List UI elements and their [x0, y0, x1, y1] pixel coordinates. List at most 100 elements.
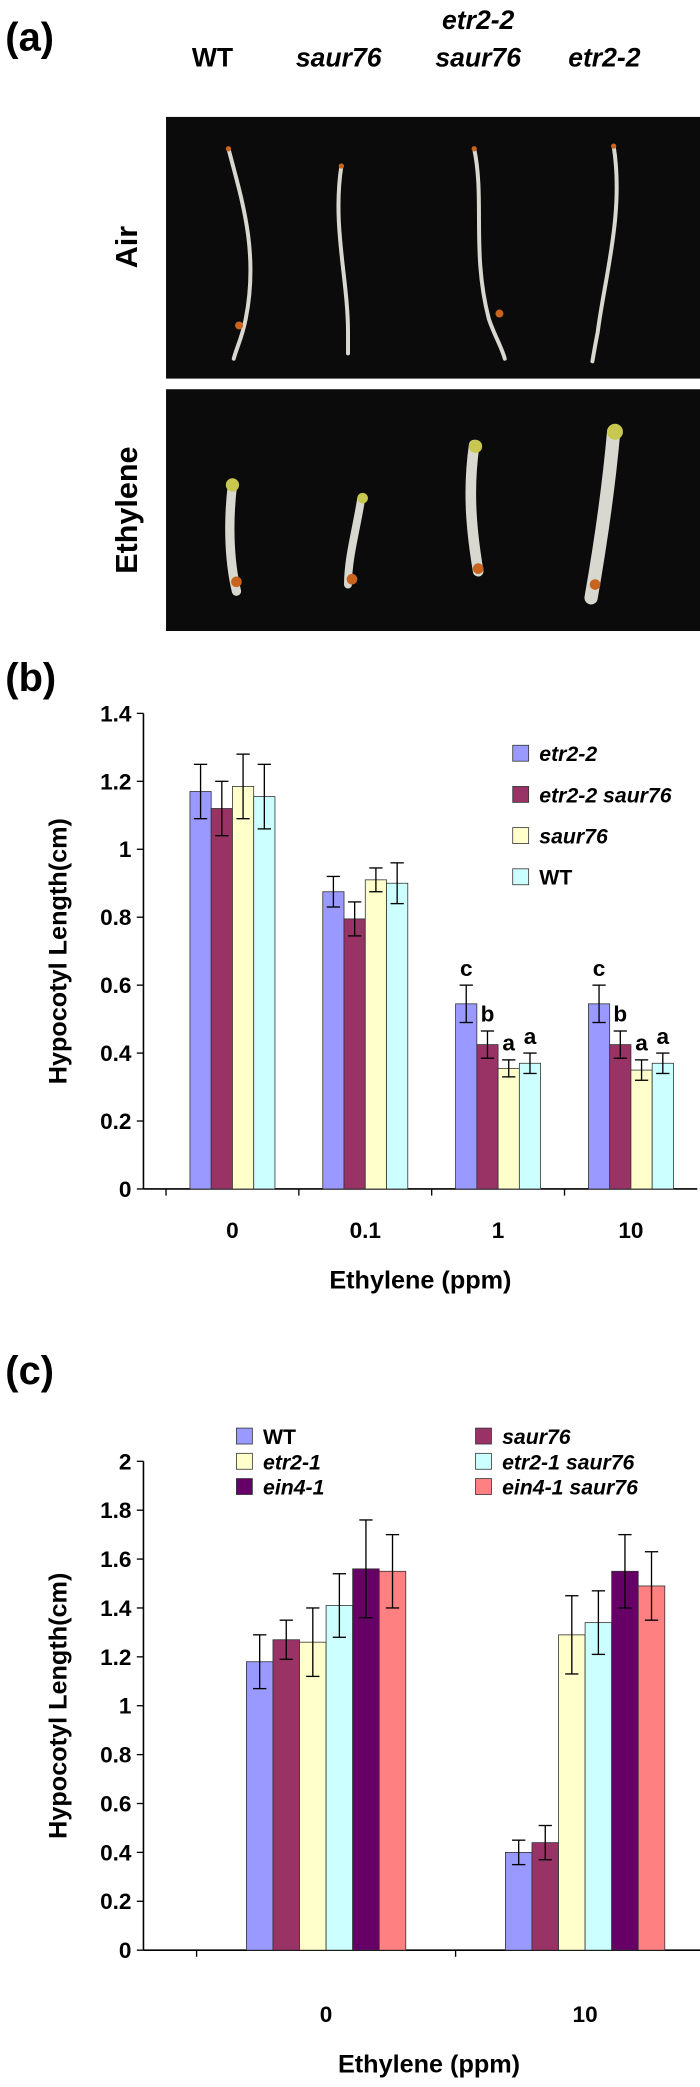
y-tick-label: 1.8	[100, 1498, 131, 1523]
x-axis-title: Ethylene (ppm)	[338, 2050, 520, 2078]
x-tick-label: 0	[320, 2002, 333, 2027]
y-axis-title: Hypocotyl Length(cm)	[44, 1573, 72, 1839]
y-tick-label: 0.8	[100, 905, 131, 930]
column-label: saur76	[435, 42, 521, 72]
y-axis-title: Hypocotyl Length(cm)	[44, 818, 72, 1084]
error-bar	[644, 1551, 659, 1621]
error-bar	[591, 1590, 606, 1656]
legend-swatch	[512, 827, 530, 844]
y-tick-label: 0.6	[100, 973, 131, 998]
y-tick-label: 0.2	[100, 1109, 131, 1134]
bar	[455, 1003, 478, 1190]
y-tick-label: 0.2	[100, 1889, 131, 1914]
legend-label: etr2-1 saur76	[502, 1450, 634, 1474]
bar	[352, 1568, 380, 1951]
error-bar	[326, 875, 341, 908]
y-tick-label: 0.6	[100, 1791, 131, 1816]
bar	[611, 1570, 639, 1951]
y-tick-label: 0	[119, 1938, 132, 1963]
error-bar	[592, 984, 606, 1024]
bar	[476, 1044, 499, 1190]
legend-label: ein4-1 saur76	[502, 1476, 638, 1500]
bar	[531, 1842, 559, 1951]
y-tick-label: 1.4	[100, 701, 132, 726]
error-bar	[634, 1059, 649, 1081]
x-tick-label: 1	[492, 1218, 505, 1243]
legend-label: etr2-2	[539, 742, 597, 766]
legend-swatch	[236, 1478, 253, 1495]
bar	[630, 1069, 653, 1190]
panel-label: (c)	[5, 1349, 54, 1393]
error-bar	[385, 1533, 400, 1609]
y-tick-label: 1	[119, 1694, 132, 1719]
bar	[343, 918, 366, 1190]
significance-letter: b	[481, 1002, 495, 1027]
y-tick-label: 0.8	[100, 1743, 131, 1768]
legend-label: etr2-1	[263, 1450, 321, 1474]
x-tick-label: 10	[573, 2002, 598, 2027]
error-bar	[565, 1595, 579, 1675]
error-bar	[193, 763, 208, 820]
error-bar	[459, 984, 473, 1024]
legend-label: WT	[539, 866, 572, 890]
error-bar	[306, 1607, 320, 1678]
error-bar	[236, 753, 250, 820]
significance-letter: a	[635, 1031, 648, 1056]
significance-letter: b	[613, 1002, 627, 1027]
bar	[253, 796, 276, 1190]
significance-letter: a	[502, 1031, 515, 1056]
error-bar	[480, 1030, 495, 1059]
bar	[325, 1605, 354, 1951]
x-tick-label: 0.1	[350, 1218, 381, 1243]
x-tick-label: 10	[618, 1218, 643, 1243]
y-tick-label: 0.4	[100, 1041, 132, 1066]
cotyledons	[225, 423, 623, 504]
column-label: WT	[192, 42, 233, 72]
error-bar	[253, 1634, 267, 1690]
panel-label: (b)	[5, 656, 56, 700]
y-tick-label: 2	[119, 1449, 132, 1474]
y-tick-label: 1.4	[100, 1596, 132, 1621]
bar	[245, 1661, 274, 1951]
error-bar	[618, 1533, 632, 1609]
y-tick-label: 1	[119, 837, 132, 862]
column-label: saur76	[296, 42, 382, 72]
legend-label: WT	[263, 1425, 296, 1449]
legend-label: saur76	[502, 1425, 571, 1449]
x-tick-label: 0	[226, 1218, 239, 1243]
error-bar	[257, 763, 271, 830]
bar	[637, 1585, 666, 1951]
significance-letter: c	[593, 956, 606, 981]
legend-swatch	[236, 1452, 253, 1470]
legend-swatch	[512, 868, 530, 886]
column-label: etr2-2	[568, 42, 641, 72]
error-bar	[523, 1052, 537, 1075]
legend-label: saur76	[539, 825, 608, 849]
significance-letter: a	[657, 1024, 670, 1049]
legend-swatch	[236, 1427, 253, 1445]
legend-label: ein4-1	[263, 1476, 324, 1500]
y-tick-label: 1.2	[100, 769, 131, 794]
error-bar	[613, 1030, 627, 1059]
y-tick-label: 0	[119, 1177, 132, 1202]
error-bar	[369, 867, 383, 893]
column-label: etr2-2	[442, 5, 515, 35]
legend-swatch	[512, 744, 530, 762]
error-bar	[656, 1052, 670, 1075]
row-label: Air	[110, 226, 144, 269]
legend-swatch	[512, 786, 530, 803]
bar	[299, 1641, 327, 1951]
bar	[386, 882, 409, 1190]
y-tick-label: 0.4	[100, 1840, 132, 1865]
error-bar	[538, 1824, 552, 1861]
bar	[232, 786, 255, 1190]
bar	[272, 1639, 300, 1951]
photo-air	[166, 116, 700, 379]
bar	[378, 1570, 407, 1951]
bar	[651, 1062, 674, 1190]
error-bar	[348, 901, 362, 937]
significance-letter: c	[460, 956, 473, 981]
bar	[364, 879, 387, 1190]
legend-label: etr2-2 saur76	[539, 783, 671, 807]
y-tick-label: 1.2	[100, 1645, 131, 1670]
